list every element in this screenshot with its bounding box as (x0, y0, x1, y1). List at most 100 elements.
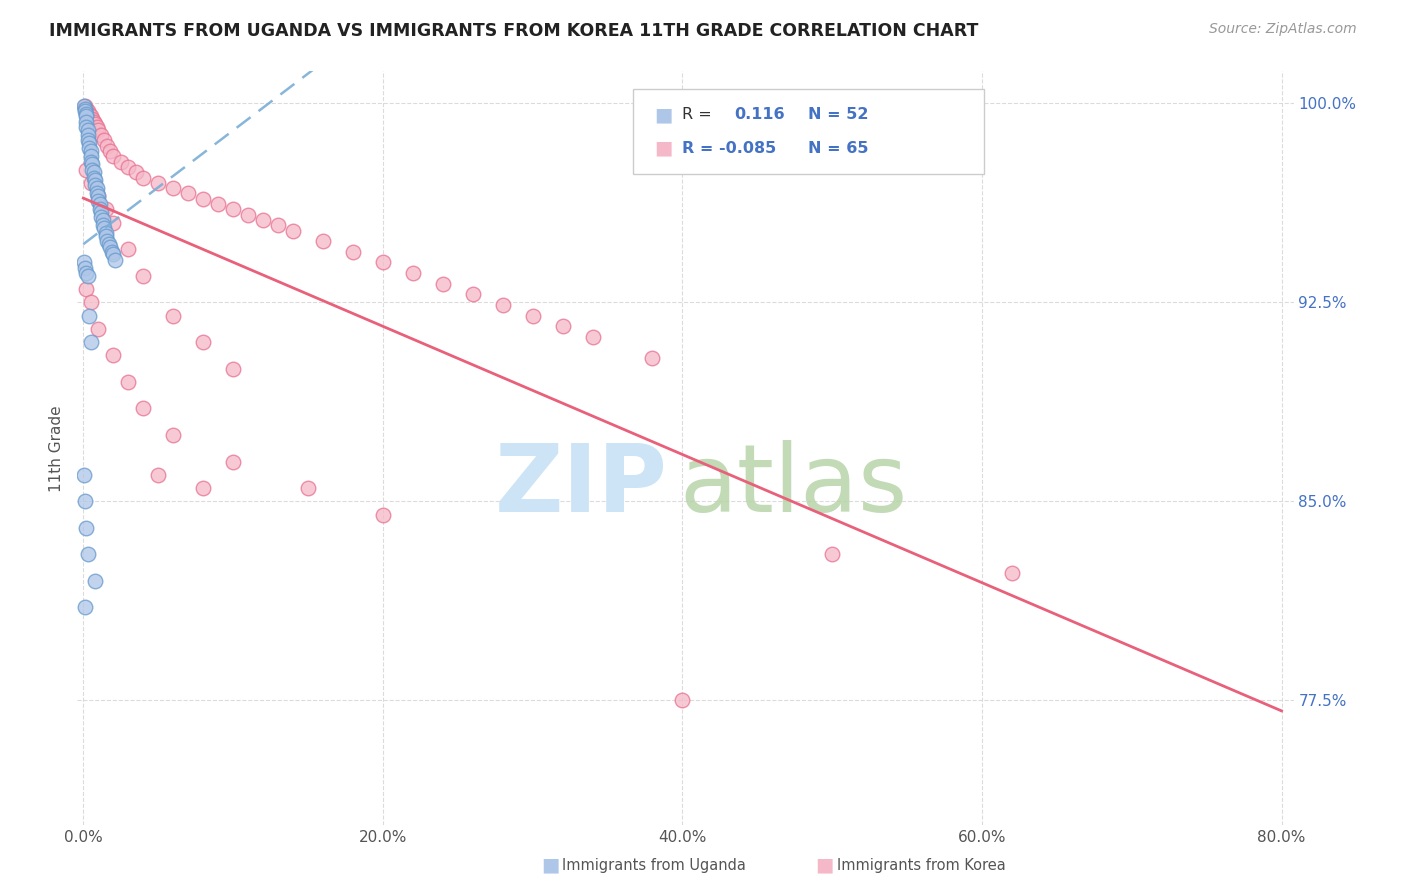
Point (76, 128, 98, 142)
Point (79, 141, 101, 155)
Point (82, 162, 104, 177)
Y-axis label: 11th Grade: 11th Grade (49, 405, 65, 491)
Point (75, 162, 97, 177)
Point (87, 189, 110, 203)
Point (492, 298, 515, 312)
Point (98, 239, 121, 253)
Point (94, 202, 117, 217)
Point (222, 361, 245, 376)
Point (75, 115, 97, 129)
Point (671, 693, 693, 707)
Point (132, 170, 155, 185)
Point (103, 216, 125, 230)
Point (1001, 566, 1024, 580)
Point (73, 494, 96, 508)
Point (80, 176, 103, 190)
Point (96, 234, 118, 248)
Point (103, 247, 125, 261)
Point (75, 521, 97, 535)
Point (73, 102, 96, 116)
Point (641, 351, 664, 365)
Text: ■: ■ (654, 105, 672, 124)
Point (522, 309, 544, 323)
Point (83, 115, 105, 129)
Text: N = 65: N = 65 (808, 141, 869, 156)
Text: Immigrants from Korea: Immigrants from Korea (837, 858, 1005, 872)
Point (76, 548, 98, 562)
Point (86, 181, 108, 195)
Point (551, 319, 574, 334)
Text: N = 52: N = 52 (808, 107, 869, 122)
Text: atlas: atlas (679, 440, 908, 532)
Point (281, 224, 304, 238)
Point (73, 104, 96, 119)
Point (80, 334, 103, 349)
Point (312, 234, 335, 248)
Point (162, 309, 184, 323)
Point (89, 197, 111, 211)
Point (84, 173, 107, 187)
Point (75, 282, 97, 296)
Point (96, 138, 118, 153)
Text: IMMIGRANTS FROM UGANDA VS IMMIGRANTS FROM KOREA 11TH GRADE CORRELATION CHART: IMMIGRANTS FROM UGANDA VS IMMIGRANTS FRO… (49, 22, 979, 40)
Text: ■: ■ (815, 855, 834, 875)
Text: Immigrants from Uganda: Immigrants from Uganda (562, 858, 747, 872)
Point (94, 226, 117, 240)
Point (177, 186, 200, 201)
Point (80, 149, 103, 163)
Point (207, 197, 229, 211)
Point (87, 189, 110, 203)
Point (79, 309, 101, 323)
Point (98, 144, 121, 158)
Point (371, 508, 394, 522)
Point (91, 219, 114, 233)
Point (91, 213, 114, 227)
Point (76, 104, 98, 119)
Point (84, 178, 107, 193)
Point (148, 176, 170, 190)
Point (87, 122, 110, 136)
Point (117, 160, 139, 174)
Point (148, 467, 170, 482)
Point (103, 149, 125, 163)
Point (432, 277, 454, 291)
Point (80, 110, 103, 124)
Point (94, 228, 117, 243)
Point (76, 268, 98, 283)
Point (73, 467, 96, 482)
Text: ■: ■ (654, 139, 672, 158)
Text: R =: R = (682, 107, 717, 122)
Point (117, 375, 139, 389)
Text: ZIP: ZIP (495, 440, 668, 532)
Point (297, 481, 319, 495)
Point (87, 194, 110, 209)
Point (191, 334, 214, 349)
Point (73, 600, 96, 615)
Point (236, 208, 259, 222)
Point (162, 181, 184, 195)
Point (252, 213, 274, 227)
Point (86, 120, 108, 134)
Point (83, 170, 105, 185)
Point (191, 192, 214, 206)
Point (84, 574, 107, 588)
Point (75, 120, 97, 134)
Point (125, 165, 148, 179)
Point (101, 244, 124, 259)
Point (821, 548, 844, 562)
Point (97, 236, 120, 251)
Point (89, 202, 111, 217)
Text: R = -0.085: R = -0.085 (682, 141, 776, 156)
Point (222, 454, 245, 468)
Point (76, 133, 98, 147)
Point (73, 99, 96, 113)
Point (132, 401, 155, 416)
Point (93, 133, 115, 147)
Point (581, 330, 603, 344)
Point (162, 428, 184, 442)
Point (75, 107, 97, 121)
Text: Source: ZipAtlas.com: Source: ZipAtlas.com (1209, 22, 1357, 37)
Point (80, 144, 103, 158)
Point (103, 348, 125, 362)
Point (110, 154, 132, 169)
